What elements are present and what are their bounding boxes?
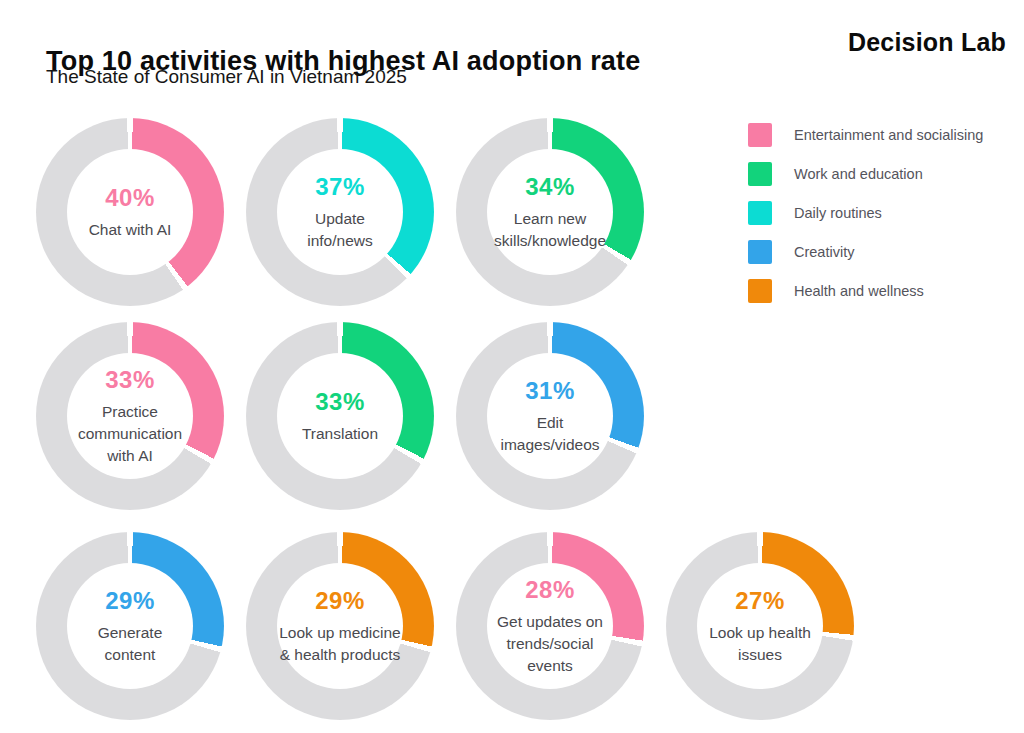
donut-hole: 40% Chat with AI bbox=[67, 149, 193, 275]
donut-hole: 34% Learn new skills/knowledge bbox=[487, 149, 613, 275]
donut-chart: 28% Get updates on trends/social events bbox=[456, 532, 644, 720]
donut-activity-label: Look up medicine & health products bbox=[279, 622, 401, 666]
donut-chart: 37% Update info/news bbox=[246, 118, 434, 306]
brand-logo: Decision Lab bbox=[848, 28, 1006, 57]
donut-grid-row-2: 33% Practice communication with AI 33% T… bbox=[36, 322, 644, 510]
donut-activity-label: Get updates on trends/social events bbox=[497, 611, 603, 677]
legend-label: Work and education bbox=[794, 166, 923, 182]
donut-chart: 33% Translation bbox=[246, 322, 434, 510]
donut-hole: 37% Update info/news bbox=[277, 149, 403, 275]
donut-activity-label: Look up health issues bbox=[709, 622, 811, 666]
donut-hole: 27% Look up health issues bbox=[697, 563, 823, 689]
donut-percent-value: 29% bbox=[105, 587, 155, 615]
donut-percent-value: 37% bbox=[315, 173, 365, 201]
donut-percent-value: 29% bbox=[315, 587, 365, 615]
donut-chart: 29% Look up medicine & health products bbox=[246, 532, 434, 720]
donut-activity-label: Practice communication with AI bbox=[78, 401, 182, 467]
legend-swatch-icon bbox=[748, 240, 772, 264]
legend-label: Creativity bbox=[794, 244, 854, 260]
page-subtitle: The State of Consumer AI in Vietnam 2025 bbox=[46, 66, 407, 88]
donut-hole: 31% Edit images/videos bbox=[487, 353, 613, 479]
donut-chart: 33% Practice communication with AI bbox=[36, 322, 224, 510]
donut-percent-value: 33% bbox=[315, 388, 365, 416]
donut-activity-label: Learn new skills/knowledge bbox=[494, 208, 606, 252]
infographic-page: { "header": { "title": "Top 10 activitie… bbox=[0, 0, 1024, 733]
donut-activity-label: Update info/news bbox=[307, 208, 372, 252]
legend-item: Entertainment and socialising bbox=[748, 123, 983, 147]
donut-hole: 33% Translation bbox=[277, 353, 403, 479]
legend-item: Daily routines bbox=[748, 201, 983, 225]
donut-percent-value: 27% bbox=[735, 587, 785, 615]
donut-activity-label: Edit images/videos bbox=[500, 412, 599, 456]
donut-chart: 34% Learn new skills/knowledge bbox=[456, 118, 644, 306]
donut-percent-value: 34% bbox=[525, 173, 575, 201]
legend-swatch-icon bbox=[748, 162, 772, 186]
donut-activity-label: Translation bbox=[302, 423, 378, 445]
legend-label: Entertainment and socialising bbox=[794, 127, 983, 143]
donut-hole: 28% Get updates on trends/social events bbox=[487, 563, 613, 689]
donut-chart: 40% Chat with AI bbox=[36, 118, 224, 306]
donut-grid-row-3: 29% Generate content 29% Look up medicin… bbox=[36, 532, 854, 720]
donut-grid-row-1: 40% Chat with AI 37% Update info/news 34… bbox=[36, 118, 644, 306]
legend-swatch-icon bbox=[748, 279, 772, 303]
legend-swatch-icon bbox=[748, 201, 772, 225]
legend-label: Health and wellness bbox=[794, 283, 924, 299]
donut-chart: 27% Look up health issues bbox=[666, 532, 854, 720]
legend-item: Health and wellness bbox=[748, 279, 983, 303]
legend-swatch-icon bbox=[748, 123, 772, 147]
donut-hole: 29% Generate content bbox=[67, 563, 193, 689]
legend-item: Work and education bbox=[748, 162, 983, 186]
donut-chart: 29% Generate content bbox=[36, 532, 224, 720]
donut-hole: 29% Look up medicine & health products bbox=[277, 563, 403, 689]
donut-activity-label: Chat with AI bbox=[89, 219, 172, 241]
legend: Entertainment and socialising Work and e… bbox=[748, 123, 983, 318]
donut-percent-value: 28% bbox=[525, 576, 575, 604]
donut-hole: 33% Practice communication with AI bbox=[67, 353, 193, 479]
legend-item: Creativity bbox=[748, 240, 983, 264]
donut-activity-label: Generate content bbox=[98, 622, 163, 666]
donut-percent-value: 40% bbox=[105, 184, 155, 212]
legend-label: Daily routines bbox=[794, 205, 882, 221]
donut-chart: 31% Edit images/videos bbox=[456, 322, 644, 510]
donut-percent-value: 31% bbox=[525, 377, 575, 405]
donut-percent-value: 33% bbox=[105, 366, 155, 394]
